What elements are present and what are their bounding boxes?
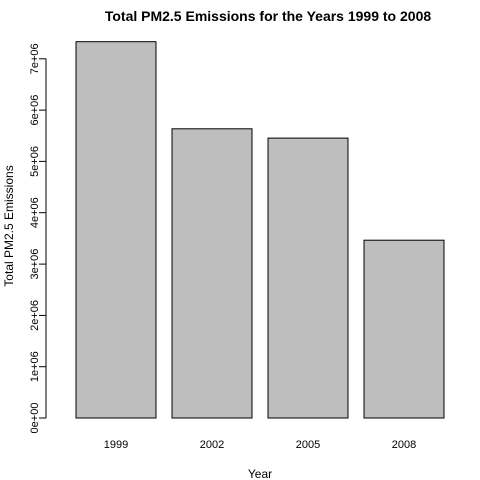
y-tick-label: 4e+06 [29,197,41,228]
x-tick-label: 2008 [392,439,416,451]
bar-2008 [363,239,445,419]
y-tick-label: 7e+06 [29,43,41,74]
y-tick-label: 1e+06 [29,351,41,382]
y-tick-label: 3e+06 [29,249,41,280]
y-axis: 0e+00 1e+06 2e+06 3e+06 4e+06 5e+06 6e+06 7e+06 [29,43,47,434]
y-tick-label: 2e+06 [29,300,41,331]
y-tick-label: 0e+00 [29,403,41,434]
y-tick-label: 5e+06 [29,146,41,177]
bars-group [75,41,445,419]
chart-title: Total PM2.5 Emissions for the Years 1999… [105,8,432,24]
bar-1999 [75,41,157,419]
bar-2002 [171,128,253,419]
x-axis-label: Year [248,467,272,480]
x-tick-label: 2002 [200,439,224,451]
x-tick-labels: 1999 2002 2005 2008 [104,439,416,451]
y-axis-label: Total PM2.5 Emissions [2,165,16,286]
x-tick-label: 2005 [296,439,320,451]
y-tick-label: 6e+06 [29,95,41,126]
x-tick-label: 1999 [104,439,128,451]
bar-2005 [267,137,349,419]
